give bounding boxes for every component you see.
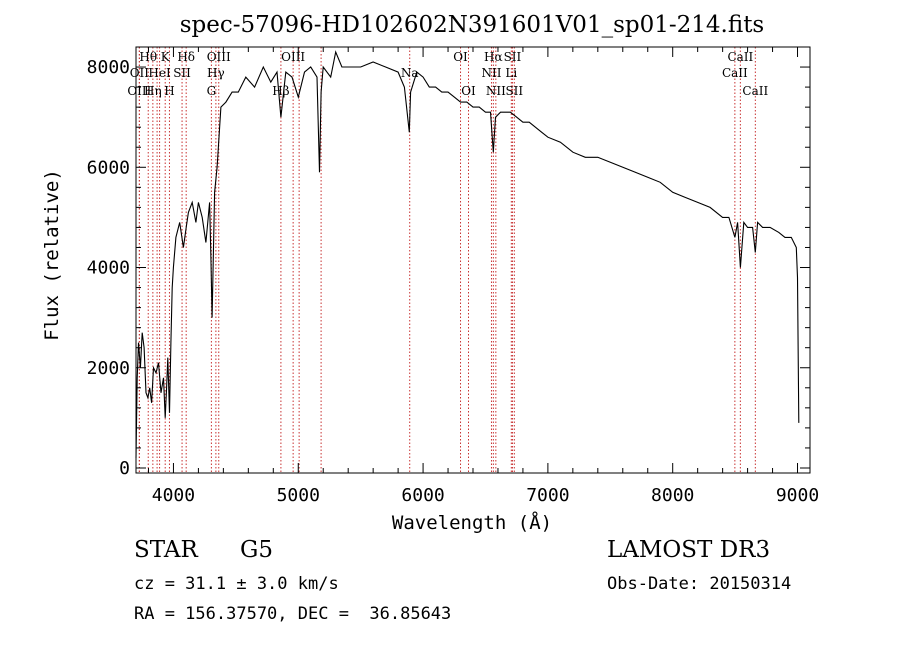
line-label-26: CaII (722, 66, 748, 80)
line-label-14: OIII (281, 50, 305, 64)
coordinates: RA = 156.37570, DEC = 36.85643 (134, 604, 452, 624)
observation-date: Obs-Date: 20150314 (607, 574, 792, 594)
axis-ticks (136, 46, 810, 473)
line-label-12: OIII (207, 50, 231, 64)
x-tick-label-9000: 9000 (776, 485, 819, 506)
line-label-5: HeI (148, 66, 171, 80)
line-label-13: Hβ (272, 84, 289, 98)
chart-title: spec-57096-HD102602N391601V01_sp01-214.f… (180, 12, 765, 38)
y-tick-label-0: 0 (119, 458, 130, 479)
line-label-19: OI (461, 84, 476, 98)
line-label-6: K (161, 50, 171, 64)
x-axis-label: Wavelength (Å) (392, 511, 552, 534)
x-tick-label-8000: 8000 (651, 485, 694, 506)
line-label-10: G (207, 84, 217, 98)
plot-frame (135, 46, 811, 474)
line-label-20: NII (481, 66, 501, 80)
object-subclass: G5 (240, 537, 274, 563)
line-label-8: SII (173, 66, 191, 80)
line-label-17: Na (401, 66, 419, 80)
x-tick-label-4000: 4000 (152, 485, 195, 506)
x-tick-label-6000: 6000 (401, 485, 444, 506)
y-tick-label-6000: 6000 (87, 157, 130, 178)
survey-name: LAMOST DR3 (607, 537, 771, 563)
line-label-3: Hη (144, 84, 162, 98)
line-label-22: NII (486, 84, 506, 98)
line-label-0: Hθ (139, 50, 157, 64)
line-label-25: SII (505, 84, 523, 98)
y-tick-label-2000: 2000 (87, 358, 130, 379)
line-label-7: H (164, 84, 174, 98)
line-label-11: Hγ (207, 66, 225, 80)
y-axis-label: Flux (relative) (41, 169, 63, 341)
line-label-24: SII (504, 50, 522, 64)
line-label-2: OIII (127, 84, 151, 98)
line-label-27: CaII (727, 50, 753, 64)
line-label-9: Hδ (177, 50, 195, 64)
x-tick-label-7000: 7000 (526, 485, 569, 506)
spectral-line-labels: HθOIIOIIIHηHeIKHSIIHδGHγOIIIHβOIIINaOIOI… (127, 50, 768, 98)
y-tick-label-4000: 4000 (87, 258, 130, 279)
line-label-21: Hα (484, 50, 503, 64)
object-class: STAR (134, 537, 198, 563)
line-label-23: Li (505, 66, 517, 80)
y-tick-label-8000: 8000 (87, 57, 130, 78)
line-label-1: OII (130, 66, 150, 80)
redshift-value: cz = 31.1 ± 3.0 km/s (134, 574, 339, 594)
x-tick-label-5000: 5000 (277, 485, 320, 506)
tick-labels: 4000 5000 6000 7000 8000 9000 0 2000 4000 6000 800… (87, 57, 820, 506)
line-label-18: OI (453, 50, 468, 64)
spectrum-series-line (135, 50, 800, 459)
line-label-28: CaII (742, 84, 768, 98)
spectral-line-markers (138, 47, 756, 473)
